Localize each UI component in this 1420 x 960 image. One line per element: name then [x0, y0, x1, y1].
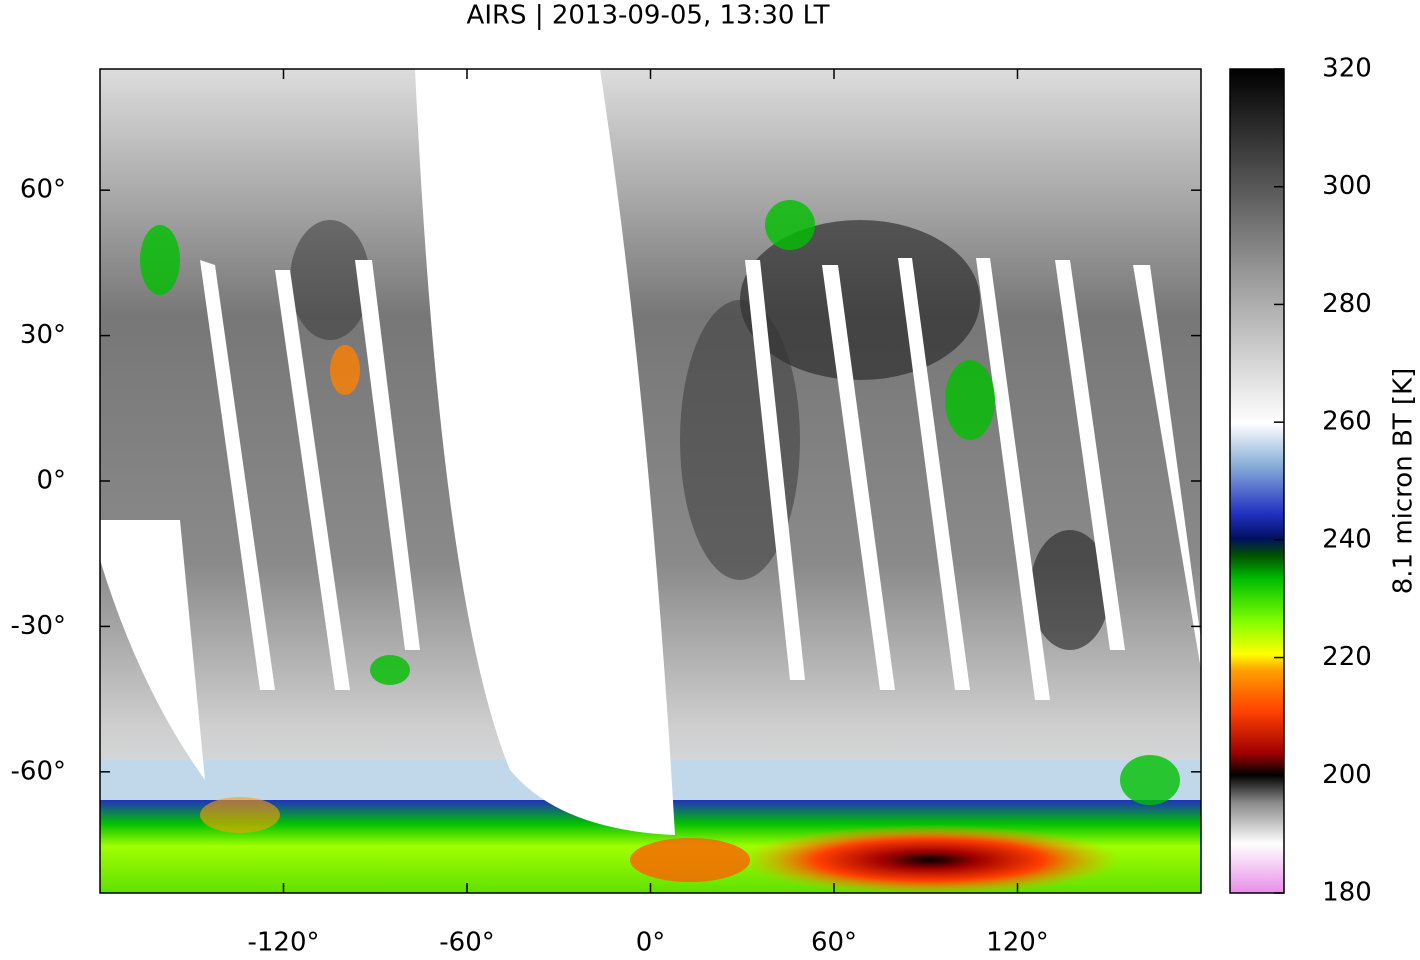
colorbar-tick-label: 180 [1322, 878, 1372, 908]
colorbar-label: 8.1 micron BT [K] [1389, 368, 1419, 595]
x-tick-label: -120° [247, 928, 319, 957]
colorbar [1229, 68, 1285, 894]
colorbar-tick-label: 320 [1322, 54, 1372, 84]
map-image [100, 69, 1201, 893]
y-tick-label: 0° [36, 466, 66, 496]
colorbar-tick-label: 260 [1322, 407, 1372, 437]
y-tick-label: 30° [20, 320, 66, 350]
y-tick-label: -30° [11, 611, 66, 641]
x-tick-label: -60° [439, 928, 494, 957]
x-tick-label: 60° [811, 928, 857, 957]
y-tick-label: -60° [11, 756, 66, 786]
y-tick-label: 60° [20, 175, 66, 205]
colorbar-tick-label: 200 [1322, 760, 1372, 790]
colorbar-tick-label: 220 [1322, 642, 1372, 672]
colorbar-tick-label: 280 [1322, 289, 1372, 319]
colorbar-tick-label: 240 [1322, 524, 1372, 554]
x-tick-label: 0° [636, 928, 666, 957]
colorbar-tick-label: 300 [1322, 171, 1372, 201]
chart-title: AIRS | 2013-09-05, 13:30 LT [467, 1, 830, 31]
x-tick-label: 120° [986, 928, 1049, 957]
